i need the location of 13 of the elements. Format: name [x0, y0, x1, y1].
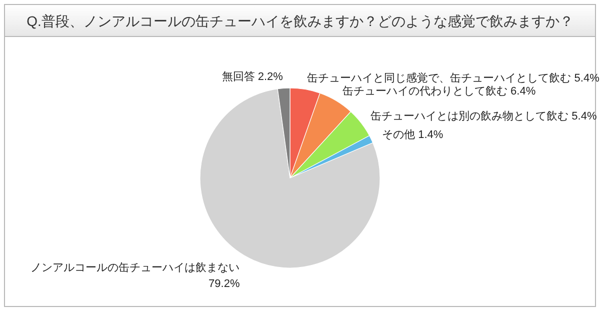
- slice-label: 缶チューハイと同じ感覚で、缶チューハイとして飲む: [307, 71, 574, 84]
- data-label: 2.2%: [258, 71, 284, 84]
- slice-label: 缶チューハイとは別の飲み物として飲む: [370, 110, 572, 122]
- data-label: 1.4%: [418, 128, 444, 141]
- slice-label: ノンアルコールの缶チューハイは飲まない: [30, 262, 240, 274]
- data-label: 79.2%: [208, 278, 240, 290]
- slice-label: 無回答: [222, 71, 258, 84]
- data-label: 5.4%: [574, 72, 600, 84]
- slice-label: 缶チューハイの代わりとして飲む: [342, 86, 511, 98]
- data-label: 6.4%: [510, 86, 536, 98]
- data-label: 5.4%: [572, 110, 597, 122]
- slice-label: その他: [382, 128, 418, 141]
- chart-title: Q.普段、ノンアルコールの缶チューハイを飲みますか？どのような感覚で飲みますか？: [26, 13, 574, 29]
